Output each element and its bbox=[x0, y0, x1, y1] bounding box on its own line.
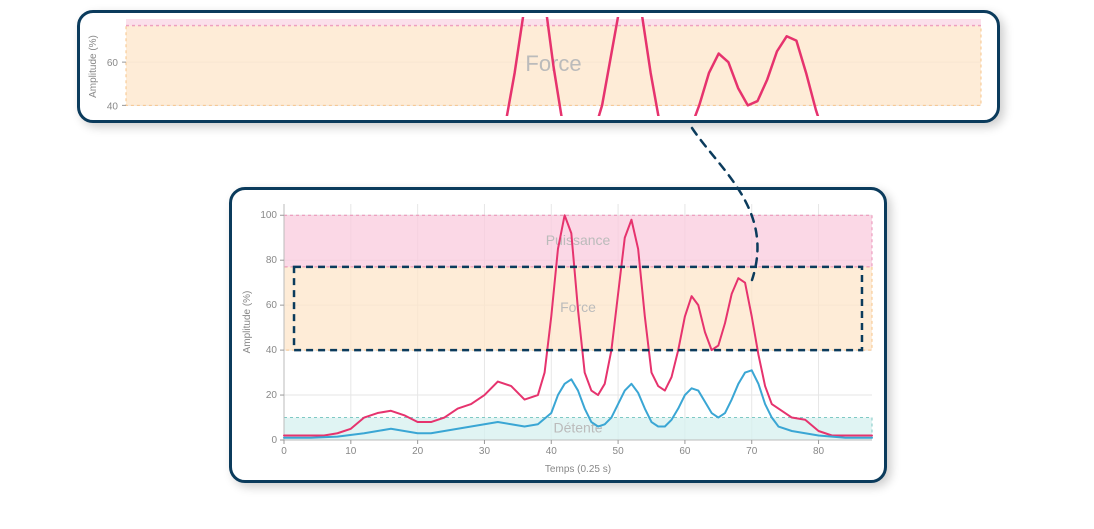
zoom-chart: Force4060Amplitude (%) bbox=[80, 13, 997, 120]
svg-text:0: 0 bbox=[281, 446, 287, 457]
svg-text:10: 10 bbox=[345, 446, 357, 457]
y-axis-label: Amplitude (%) bbox=[242, 291, 253, 354]
svg-text:40: 40 bbox=[546, 446, 558, 457]
svg-text:40: 40 bbox=[266, 345, 278, 356]
svg-text:0: 0 bbox=[271, 435, 277, 446]
svg-text:60: 60 bbox=[266, 300, 278, 311]
main-chart: DétenteForcePuissance0204060801000102030… bbox=[232, 190, 884, 480]
svg-text:100: 100 bbox=[260, 210, 277, 221]
svg-text:70: 70 bbox=[746, 446, 758, 457]
svg-text:60: 60 bbox=[679, 446, 691, 457]
svg-text:50: 50 bbox=[613, 446, 625, 457]
svg-text:60: 60 bbox=[107, 58, 119, 69]
x-axis-label: Temps (0.25 s) bbox=[545, 464, 611, 475]
svg-text:20: 20 bbox=[266, 390, 278, 401]
svg-text:80: 80 bbox=[813, 446, 825, 457]
zoom-panel: Force4060Amplitude (%) bbox=[77, 10, 1000, 123]
main-chart-panel: DétenteForcePuissance0204060801000102030… bbox=[229, 187, 887, 483]
zone-label: Détente bbox=[553, 419, 602, 435]
svg-text:30: 30 bbox=[479, 446, 491, 457]
y-axis-label: Amplitude (%) bbox=[88, 35, 99, 98]
svg-text:80: 80 bbox=[266, 255, 278, 266]
svg-text:40: 40 bbox=[107, 101, 119, 112]
svg-text:20: 20 bbox=[412, 446, 424, 457]
zone-label: Puissance bbox=[546, 232, 611, 248]
